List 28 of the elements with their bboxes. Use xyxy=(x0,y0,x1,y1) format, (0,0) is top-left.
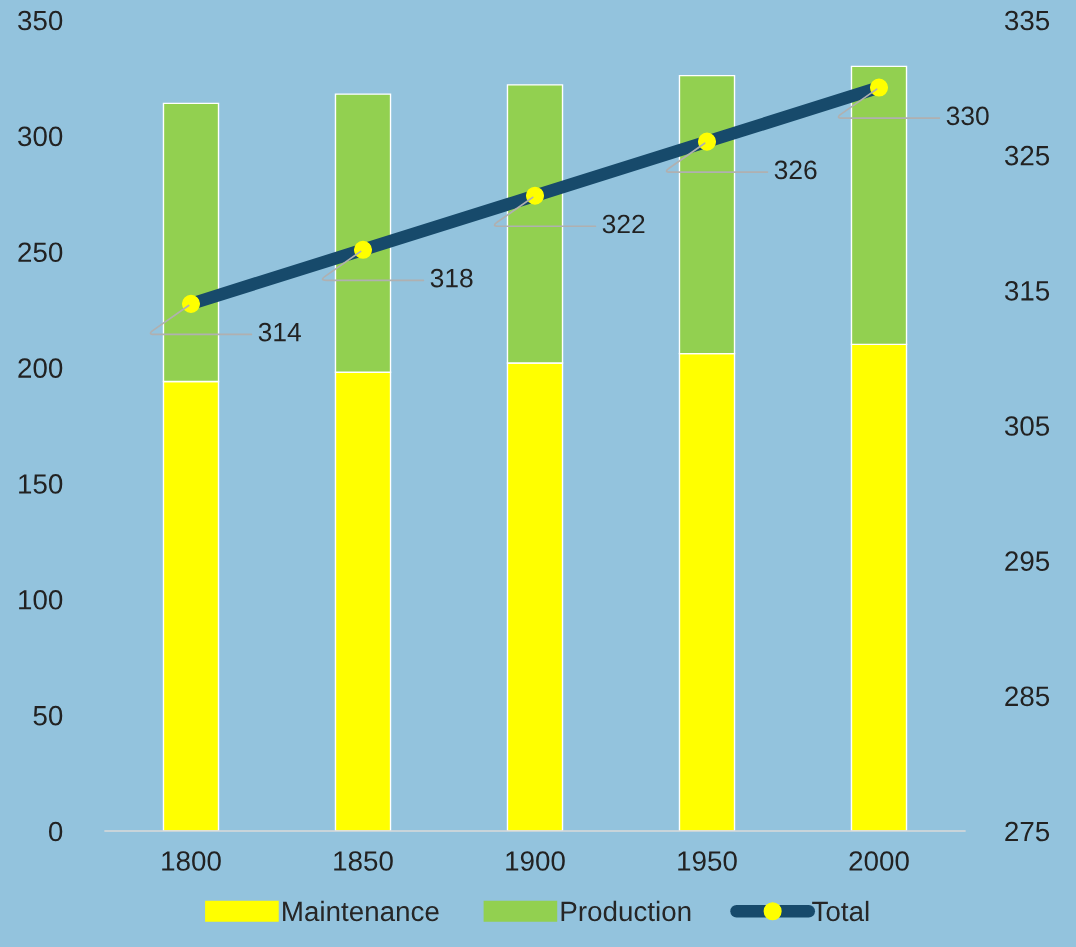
x-tick-label: 2000 xyxy=(849,851,909,871)
y2-tick-label: 295 xyxy=(1005,551,1050,572)
y-tick-label: 100 xyxy=(19,589,63,610)
y2-tick-label: 275 xyxy=(1005,821,1050,842)
legend-label: Production xyxy=(561,900,691,922)
y-tick-label: 150 xyxy=(19,474,63,494)
x-tick-label: 1800 xyxy=(162,851,221,871)
y2-tick-label: 305 xyxy=(1004,416,1050,436)
legend-label: Maintenance xyxy=(283,900,439,922)
x-tick-label: 1850 xyxy=(334,851,393,871)
y-tick-label: 300 xyxy=(18,126,63,147)
y-tick-label: 0 xyxy=(48,821,63,842)
data-label: 322 xyxy=(602,214,645,234)
legend-label: Total xyxy=(812,900,869,922)
y2-tick-label: 315 xyxy=(1004,281,1050,301)
x-tick-label: 1950 xyxy=(678,851,737,871)
x-tick-label: 1900 xyxy=(506,851,565,871)
y2-tick-label: 285 xyxy=(1005,686,1050,707)
y2-tick-label: 325 xyxy=(1004,145,1050,166)
y-tick-label: 250 xyxy=(18,242,63,263)
data-label: 318 xyxy=(430,268,473,288)
data-label: 330 xyxy=(946,106,989,126)
data-label: 314 xyxy=(258,322,301,342)
y-tick-label: 200 xyxy=(18,358,63,378)
data-label: 326 xyxy=(774,160,817,180)
y-tick-label: 350 xyxy=(18,10,63,31)
y-tick-label: 50 xyxy=(33,705,63,726)
y2-tick-label: 335 xyxy=(1004,10,1050,31)
